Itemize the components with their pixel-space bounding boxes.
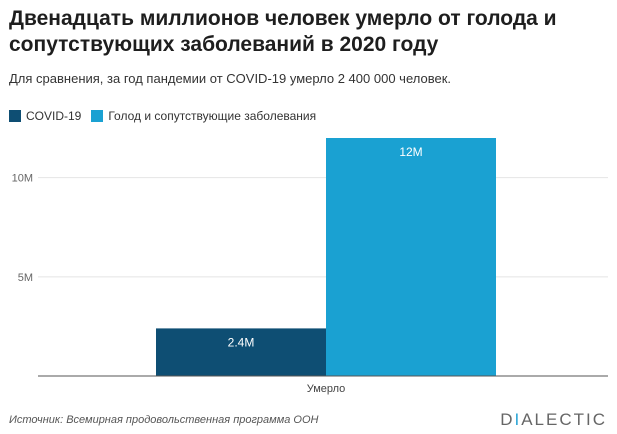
x-category-label: Умерло <box>307 383 346 395</box>
chart-subtitle: Для сравнения, за год пандемии от COVID-… <box>9 71 451 86</box>
bar-covid <box>156 328 326 376</box>
legend-label-covid: COVID-19 <box>26 109 82 123</box>
legend-swatch-hunger <box>91 110 104 122</box>
data-label-covid: 2.4M <box>228 335 255 349</box>
legend-swatch-covid <box>9 110 21 122</box>
brand-logo: DIALECTIC <box>500 410 607 429</box>
source-note: Источник: Всемирная продовольственная пр… <box>9 414 319 426</box>
y-tick-label-2: 10M <box>12 173 33 185</box>
legend: COVID-19 Голод и сопутствующие заболеван… <box>9 108 326 124</box>
bar-chart: 5M 10M 2.4M 12M Умерло <box>12 138 608 395</box>
y-tick-label-1: 5M <box>18 272 33 284</box>
legend-label-hunger: Голод и сопутствующие заболевания <box>108 109 317 123</box>
bar-hunger <box>326 138 496 376</box>
data-label-hunger: 12M <box>399 145 422 159</box>
legend-item-hunger: Голод и сопутствующие заболевания <box>91 109 316 123</box>
legend-item-covid: COVID-19 <box>9 109 81 123</box>
chart-title: Двенадцать миллионов человек умерло от г… <box>9 7 557 56</box>
